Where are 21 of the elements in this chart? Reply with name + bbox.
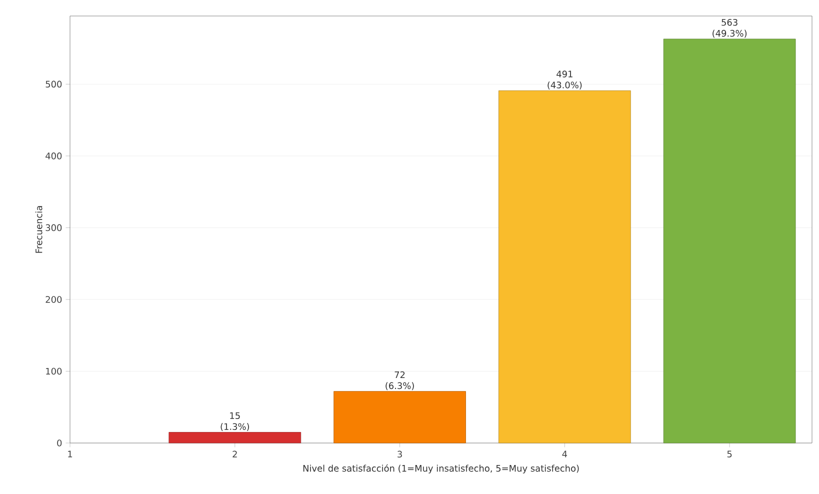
x-tick-label: 5 — [727, 450, 732, 458]
x-tick-label: 3 — [398, 450, 402, 458]
y-axis-title: Frecuencia — [35, 206, 42, 253]
data-label: 563 (49.3%) — [712, 18, 747, 38]
x-tick-label: 2 — [232, 450, 237, 458]
y-tick-label: 0 — [57, 440, 62, 446]
bar — [334, 391, 466, 444]
y-tick-label: 200 — [46, 296, 62, 303]
y-tick-label: 400 — [46, 152, 62, 160]
data-label: 491 (43.0%) — [548, 70, 582, 90]
data-label: 72 (6.3%) — [386, 371, 414, 390]
bar — [498, 90, 631, 444]
x-tick-label: 1 — [68, 450, 72, 458]
y-tick-label: 100 — [46, 368, 62, 375]
y-tick-label: 300 — [46, 224, 62, 232]
y-tick-label: 500 — [46, 80, 62, 88]
bar — [663, 38, 796, 444]
bar — [168, 432, 302, 444]
data-label: 15 (1.3%) — [220, 412, 250, 432]
x-tick-label: 4 — [562, 450, 568, 458]
x-axis-title: Nivel de satisfacción (1=Muy insatisfecho, 5=Muy satisfecho) — [303, 464, 579, 474]
